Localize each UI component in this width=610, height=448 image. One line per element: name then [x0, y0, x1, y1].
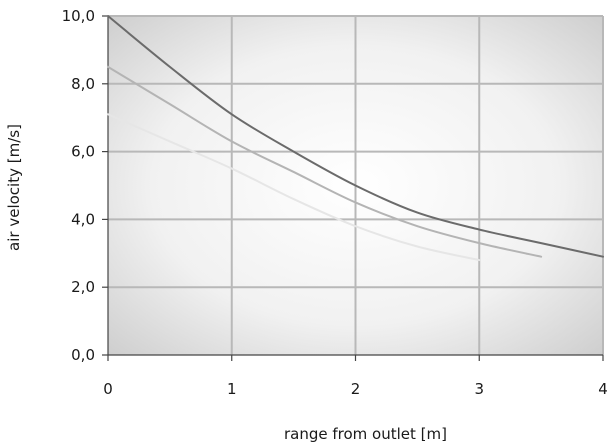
series-line-2 — [107, 65, 543, 258]
y-tick-label: 0,0 — [71, 346, 95, 364]
x-tick-label: 4 — [598, 380, 608, 398]
y-tick-label: 8,0 — [71, 75, 95, 93]
y-axis-title: air velocity [m/s] — [5, 124, 23, 251]
x-axis-title: range from outlet [m] — [284, 425, 447, 443]
y-tick-labels: 0,0 2,0 4,0 6,0 8,0 10,0 — [62, 7, 95, 364]
x-tick-label: 2 — [351, 380, 361, 398]
x-tick-labels: 0 1 2 3 4 — [103, 380, 608, 398]
y-tick-label: 6,0 — [71, 143, 95, 161]
y-tick-label: 10,0 — [62, 7, 95, 25]
x-tick-label: 0 — [103, 380, 113, 398]
x-tick-label: 1 — [227, 380, 237, 398]
series-line-3 — [107, 113, 481, 262]
axes — [102, 15, 604, 361]
y-tick-label: 2,0 — [71, 278, 95, 296]
x-tick-label: 3 — [474, 380, 484, 398]
series-lines — [107, 15, 604, 262]
y-tick-label: 4,0 — [71, 210, 95, 228]
series-line-1 — [107, 15, 604, 258]
